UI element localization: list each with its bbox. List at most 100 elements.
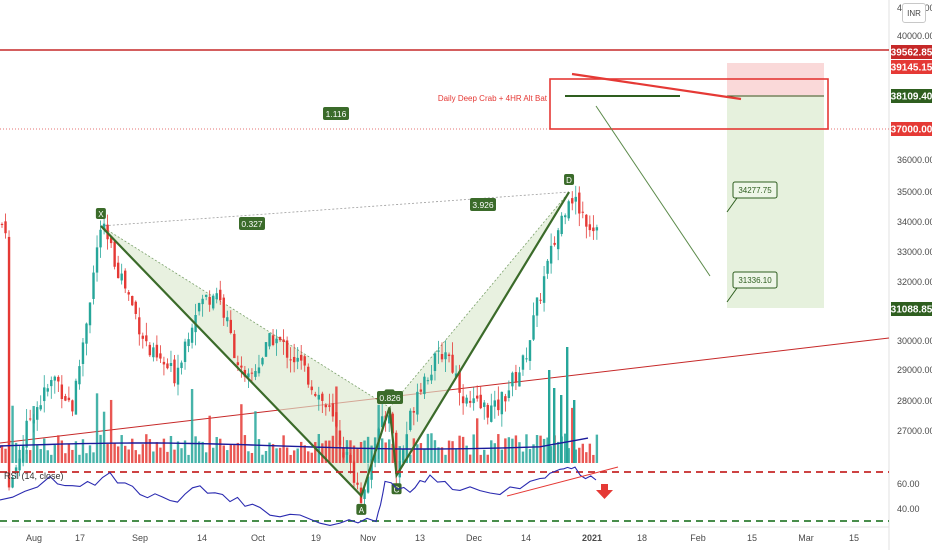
volume-bar xyxy=(212,447,215,463)
candle-body xyxy=(483,402,486,407)
volume-bar xyxy=(166,451,169,463)
volume-bar xyxy=(215,437,218,463)
candle-body xyxy=(409,410,412,430)
candle-body xyxy=(113,241,116,267)
candle-body xyxy=(458,371,461,393)
volume-spike xyxy=(548,370,551,463)
volume-bar xyxy=(578,447,581,463)
volume-bar xyxy=(307,451,310,463)
candle-body xyxy=(567,201,570,219)
volume-bar xyxy=(131,438,134,463)
volume-bar xyxy=(437,447,440,463)
candle-body xyxy=(546,260,549,274)
candle-body xyxy=(479,394,482,409)
volume-bar xyxy=(433,440,437,463)
candle-body xyxy=(472,398,475,404)
candle-body xyxy=(78,366,81,385)
candle-body xyxy=(166,363,169,369)
volume-bar xyxy=(493,443,496,463)
volume-bar xyxy=(282,435,285,463)
volume-bar xyxy=(180,448,183,463)
volume-bar xyxy=(159,447,162,463)
candle-body xyxy=(11,477,14,488)
candle-body xyxy=(321,393,324,401)
x-tick-label: 19 xyxy=(311,533,321,543)
volume-bar xyxy=(176,441,180,463)
volume-bar xyxy=(4,448,7,463)
volume-bar xyxy=(461,436,465,463)
volume-bar xyxy=(440,447,444,463)
volume-bar xyxy=(120,435,123,463)
projection-line xyxy=(595,105,711,277)
ratio-label-box xyxy=(377,391,403,404)
volume-bar xyxy=(201,441,204,463)
candle-body xyxy=(430,374,433,381)
pattern-point-x: X xyxy=(98,210,104,219)
volume-bar xyxy=(391,443,394,463)
candle-body xyxy=(60,384,64,399)
volume-bar xyxy=(585,452,588,463)
volume-bar xyxy=(78,454,81,463)
volume-bar xyxy=(444,454,447,463)
candle-body xyxy=(300,354,303,361)
volume-spike xyxy=(573,400,576,463)
pattern-xd-dotted xyxy=(100,191,570,227)
x-tick-label: Dec xyxy=(466,533,483,543)
volume-bar xyxy=(264,450,268,463)
volume-bar xyxy=(525,434,528,463)
volume-bar xyxy=(468,454,472,463)
candle-body xyxy=(310,386,313,391)
volume-bar xyxy=(247,451,250,463)
candle-body xyxy=(250,372,254,374)
x-tick-label: 15 xyxy=(849,533,859,543)
candle-body xyxy=(451,354,454,373)
volume-bar xyxy=(134,450,137,463)
candle-body xyxy=(0,223,4,225)
candle-body xyxy=(405,434,408,449)
volume-bar xyxy=(314,442,317,463)
candle-body xyxy=(187,339,190,347)
rsi-divergence-line xyxy=(506,466,619,497)
candle-body xyxy=(296,357,299,362)
y-tick-label: 30000.00 xyxy=(897,336,932,346)
x-tick-label: 18 xyxy=(637,533,647,543)
volume-bar xyxy=(64,453,67,463)
volume-bar xyxy=(275,448,278,463)
candle-body xyxy=(21,445,25,462)
candle-body xyxy=(335,412,338,427)
candle-body xyxy=(338,430,342,445)
candle-body xyxy=(528,340,532,361)
candle-body xyxy=(43,387,46,402)
candle-body xyxy=(581,211,584,213)
candle-body xyxy=(95,247,99,273)
candle-body xyxy=(271,335,275,346)
candle-body xyxy=(571,198,574,204)
x-tick-label: 14 xyxy=(197,533,207,543)
x-tick-label: 14 xyxy=(521,533,531,543)
volume-bar xyxy=(556,441,560,463)
candle-body xyxy=(212,295,215,309)
target-callout-pointer xyxy=(726,197,738,213)
volume-bar xyxy=(423,449,426,463)
candle-body xyxy=(39,405,42,410)
volume-bar xyxy=(261,454,264,463)
candle-body xyxy=(549,245,553,264)
volume-bar xyxy=(454,449,458,463)
volume-spike xyxy=(560,395,563,463)
candle-body xyxy=(373,450,377,462)
volume-bar xyxy=(359,441,363,463)
x-tick-label: 17 xyxy=(75,533,85,543)
volume-bar xyxy=(173,449,176,463)
pattern-point-marker xyxy=(356,503,367,515)
currency-badge[interactable]: INR xyxy=(902,3,926,23)
candle-body xyxy=(32,419,35,424)
volume-bar xyxy=(243,435,247,463)
volume-bar xyxy=(25,449,28,463)
volume-bar xyxy=(300,441,303,463)
volume-bar xyxy=(356,448,359,463)
y-tick-label: 33000.00 xyxy=(897,247,932,257)
y-tick-label: 28000.00 xyxy=(897,396,932,406)
y-tick-label: 27000.00 xyxy=(897,426,932,436)
x-tick-label: Aug xyxy=(26,533,42,543)
